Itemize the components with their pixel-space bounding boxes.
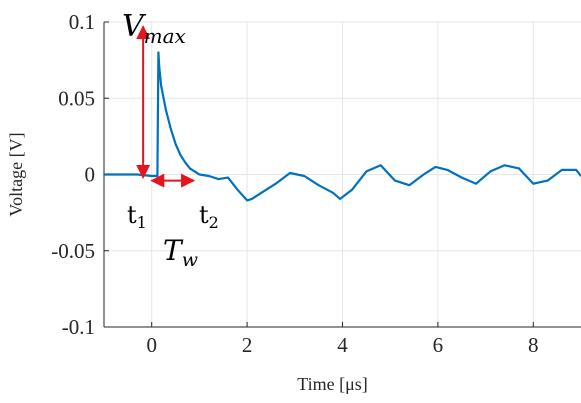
data-point [503, 164, 506, 167]
data-point [408, 184, 411, 187]
data-point [379, 164, 382, 167]
data-point [169, 127, 172, 130]
data-point [460, 176, 463, 179]
x-tick-label: 2 [242, 333, 253, 357]
data-point [546, 179, 549, 182]
data-point [394, 179, 396, 182]
x-tick-label: 0 [146, 333, 157, 357]
data-point [103, 173, 105, 176]
y-tick-label: -0.05 [51, 239, 95, 263]
x-tick-label: 6 [433, 333, 444, 357]
tw-label: Tw [163, 234, 198, 271]
data-point [227, 176, 229, 179]
data-point [351, 188, 353, 191]
data-point [250, 198, 253, 200]
data-point [157, 51, 160, 54]
y-tick-label: 0.1 [69, 10, 95, 34]
data-point [208, 175, 210, 177]
data-point [575, 169, 578, 171]
data-point [165, 109, 167, 112]
data-point [260, 191, 263, 194]
data-point [446, 169, 449, 171]
y-tick-label: -0.1 [62, 315, 95, 339]
data-point [332, 191, 334, 194]
data-point [532, 182, 535, 185]
data-point [289, 172, 291, 174]
data-point [156, 175, 159, 177]
data-point [122, 173, 124, 176]
data-point [274, 182, 277, 185]
data-point [160, 85, 163, 87]
data-point [236, 188, 239, 191]
data-point [434, 165, 437, 168]
data-point [150, 175, 153, 177]
data-point [136, 173, 139, 176]
data-point [217, 178, 220, 180]
t2-label: t2 [199, 201, 219, 232]
data-point [475, 182, 477, 185]
data-point [198, 173, 201, 176]
y-tick-label: 0.05 [58, 86, 95, 110]
data-point [158, 66, 161, 69]
data-point [489, 170, 492, 173]
data-point [317, 184, 320, 187]
x-axis-title: Time [μs] [297, 374, 368, 394]
data-point [174, 143, 177, 145]
data-point [184, 161, 186, 164]
data-point [518, 167, 520, 170]
data-point [365, 170, 368, 173]
t1-label: t1 [127, 201, 147, 232]
x-tick-label: 4 [337, 333, 348, 357]
y-tick-label: 0 [85, 163, 96, 187]
data-point [193, 170, 196, 173]
data-point [303, 175, 306, 177]
data-point [561, 169, 563, 171]
data-point [246, 199, 249, 202]
data-point [422, 173, 425, 176]
vmax-label: Vmax [122, 9, 186, 48]
data-point [188, 167, 191, 170]
x-tick-label: 8 [528, 333, 539, 357]
data-point [179, 153, 182, 156]
data-point [339, 198, 342, 200]
y-axis-title: Voltage [V] [6, 132, 26, 216]
